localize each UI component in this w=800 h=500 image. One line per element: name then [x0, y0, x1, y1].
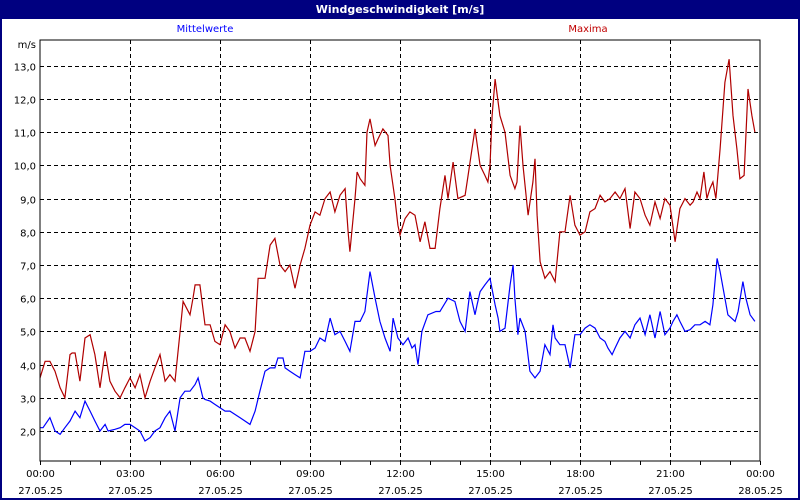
grid-lines: [40, 40, 761, 465]
y-tick-label: 9,0: [20, 196, 36, 207]
x-tick-time: 09:00: [296, 469, 325, 480]
mittelwerte-line: [40, 258, 756, 442]
y-tick-label: 6,0: [20, 295, 36, 306]
x-tick-time: 12:00: [386, 469, 415, 480]
y-tick-label: 7,0: [20, 262, 36, 273]
y-tick-label: 13,0: [14, 63, 36, 74]
x-tick-date: 27.05.25: [288, 486, 333, 497]
y-tick-label: 8,0: [20, 229, 36, 240]
x-tick-date: 27.05.25: [378, 486, 423, 497]
y-axis-labels: m/s 2,0 3,0 4,0 5,0 6,0 7,0 8,0 9,0 10,0 11,0 12,0…: [14, 40, 36, 439]
x-tick-date: 27.05.25: [558, 486, 603, 497]
x-tick-time: 03:00: [116, 469, 145, 480]
x-tick-date: 28.05.25: [738, 486, 783, 497]
x-tick-time: 15:00: [476, 469, 505, 480]
y-tick-label: 3,0: [20, 395, 36, 406]
x-axis-labels: 00:00 27.05.25 03:00 27.05.25 06:00 27.05.25 0…: [18, 469, 783, 497]
x-tick-date: 27.05.25: [468, 486, 513, 497]
x-tick-date: 27.05.25: [18, 486, 63, 497]
x-tick-date: 27.05.25: [648, 486, 693, 497]
y-tick-label: 12,0: [14, 96, 36, 107]
legend-maxima: Maxima: [568, 24, 608, 35]
x-tick-time: 00:00: [746, 469, 775, 480]
x-tick-time: 21:00: [656, 469, 685, 480]
y-tick-label: 5,0: [20, 328, 36, 339]
window-title: Windgeschwindigkeit [m/s]: [0, 0, 800, 19]
y-tick-label: 11,0: [14, 129, 36, 140]
x-tick-date: 27.05.25: [108, 486, 153, 497]
y-tick-label: 4,0: [20, 362, 36, 373]
x-tick-time: 18:00: [566, 469, 595, 480]
data-series: [39, 59, 756, 442]
x-tick-date: 27.05.25: [198, 486, 243, 497]
maxima-line: [39, 59, 756, 401]
y-tick-label: 10,0: [14, 162, 36, 173]
x-tick-time: 06:00: [206, 469, 235, 480]
legend-mittelwerte: Mittelwerte: [176, 24, 234, 35]
plot-frame: [39, 39, 761, 462]
y-axis-unit: m/s: [18, 40, 36, 51]
y-tick-label: 2,0: [20, 428, 36, 439]
x-tick-time: 00:00: [26, 469, 55, 480]
